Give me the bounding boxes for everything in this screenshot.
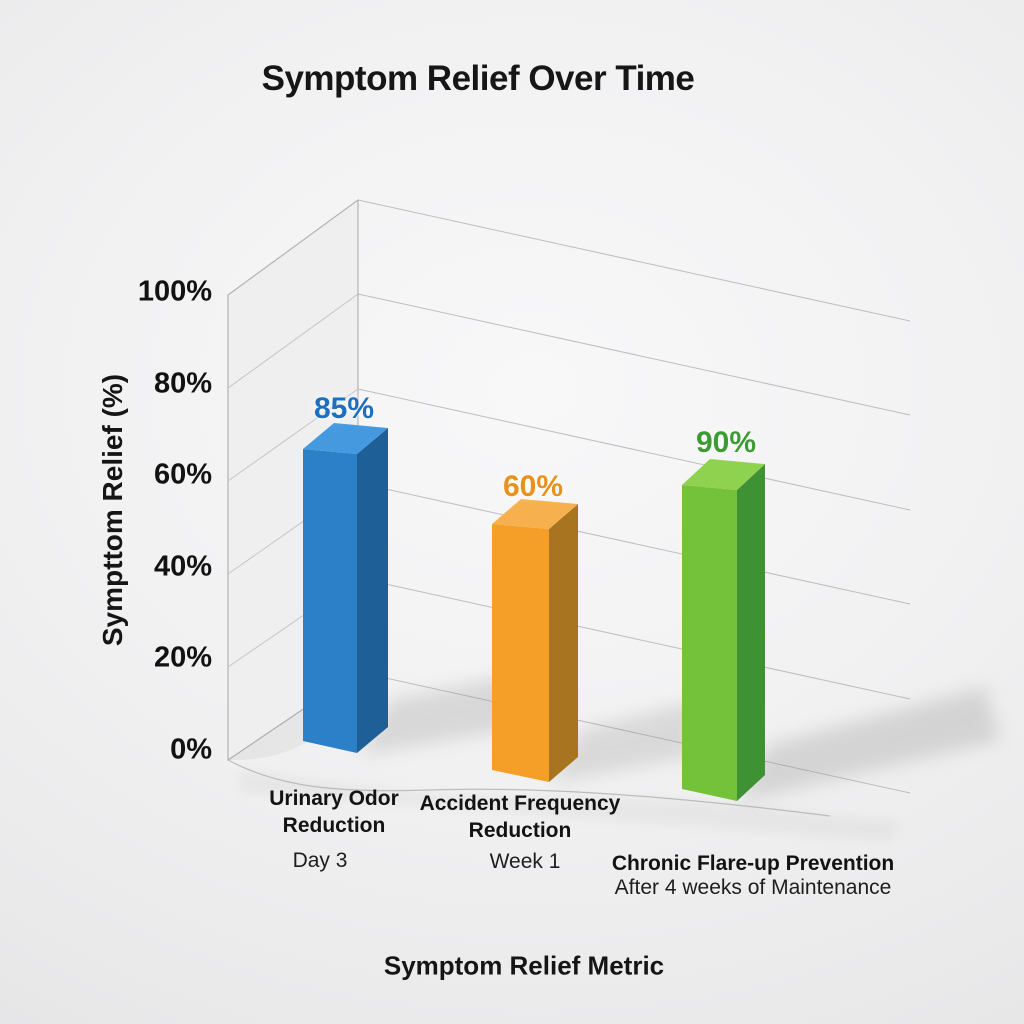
- bar-1-value-label: 85%: [313, 392, 375, 425]
- bar-3-category-sublabel: After 4 weeks of Maintenance: [614, 876, 892, 899]
- bar-2-shadow: [550, 700, 700, 783]
- y-tick-0: 0%: [170, 733, 212, 766]
- bar-3-side-face: [737, 464, 765, 801]
- bar-1-front-face: [303, 449, 357, 753]
- y-tick-80: 80%: [153, 367, 212, 400]
- bar-3-value-label: 90%: [695, 426, 757, 459]
- bar-1-category-sublabel: Day 3: [292, 849, 348, 872]
- gridline-20: [357, 577, 911, 700]
- bar-2-front-face: [492, 524, 549, 782]
- wall-gridline-80: [227, 293, 359, 389]
- x-axis-title: Symptom Relief Metric: [383, 950, 665, 981]
- bar-3-front-face: [682, 485, 737, 801]
- bar-1-top-face: [303, 423, 388, 454]
- bar-3: [682, 459, 765, 801]
- y-axis-title: Sympttom Relief (%): [97, 373, 128, 647]
- gridline-40: [357, 482, 911, 605]
- bar-2-top-face: [492, 499, 578, 529]
- bar-1: [303, 423, 388, 753]
- bar-2: [492, 499, 578, 782]
- gridline-60: [357, 388, 911, 511]
- bar-2-value-label: 60%: [502, 470, 564, 503]
- chart-title: Symptom Relief Over Time: [261, 59, 695, 98]
- gridline-80: [357, 293, 911, 416]
- bar-3-category-label: Chronic Flare-up Prevention: [611, 852, 895, 875]
- bar-2-category-sublabel: Week 1: [489, 850, 561, 873]
- y-tick-20: 20%: [153, 641, 212, 674]
- y-tick-100: 100%: [137, 275, 212, 308]
- bar-3-shadow: [738, 687, 1000, 802]
- bar-1-category-label: Urinary Odor Reduction: [269, 787, 399, 837]
- bar-3-top-face: [682, 459, 765, 490]
- wall-gridline-60: [227, 388, 359, 482]
- floor-shadow: [240, 770, 900, 842]
- y-tick-60: 60%: [153, 458, 212, 491]
- y-tick-40: 40%: [153, 550, 212, 583]
- bar-1-side-face: [357, 428, 388, 753]
- gridline-100: [357, 199, 911, 322]
- bar-2-side-face: [549, 504, 578, 782]
- bar-2-category-label: Accident Frequency Reduction: [419, 792, 621, 842]
